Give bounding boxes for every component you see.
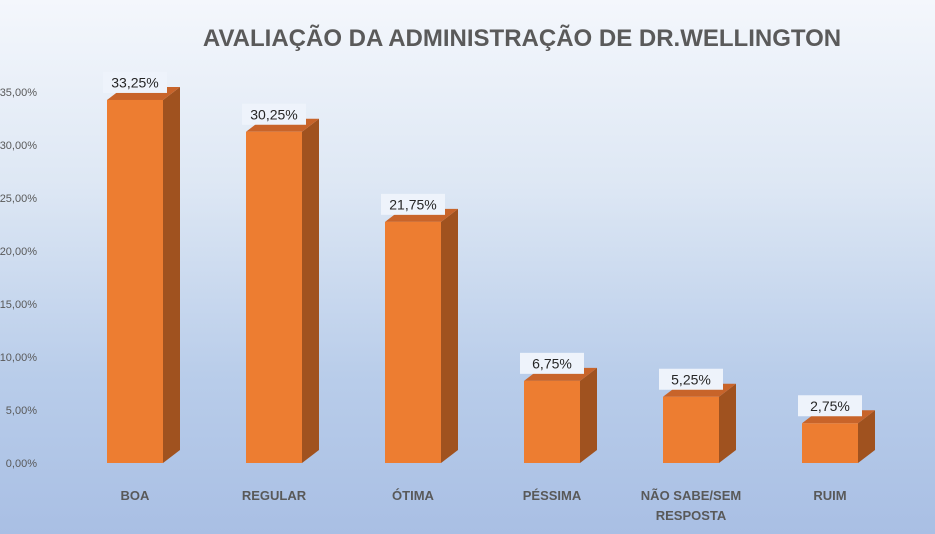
bar-front (802, 423, 858, 463)
data-label-box (381, 193, 445, 215)
data-label: 2,75% (798, 395, 862, 417)
x-tick-label-line: RUIM (813, 488, 846, 503)
bar-front (663, 396, 719, 463)
y-tick-label: 35,00% (0, 87, 37, 99)
data-label-box (242, 103, 306, 125)
bar-front (246, 131, 302, 463)
y-tick-label: 5,00% (6, 405, 37, 417)
data-label: 33,25% (103, 71, 167, 93)
bar: 30,25% (242, 103, 319, 463)
x-tick-label: REGULAR (242, 488, 307, 503)
x-tick-label-line: PÉSSIMA (523, 488, 582, 503)
x-tick-label: RUIM (813, 488, 846, 503)
y-tick-label: 25,00% (0, 193, 37, 205)
data-label-text: 30,25% (250, 106, 297, 122)
x-axis: BOA REGULAR ÓTIMA PÉSSIMA NÃO SABE/SEM RESPOS… (121, 488, 847, 523)
data-label-text: 33,25% (111, 74, 158, 90)
bar: 21,75% (381, 193, 458, 463)
bar: 5,25% (659, 368, 736, 463)
data-label: 21,75% (381, 193, 445, 215)
data-label: 5,25% (659, 368, 723, 390)
data-label: 30,25% (242, 103, 306, 125)
x-tick-label: ÓTIMA (392, 488, 434, 503)
x-tick-label: BOA (121, 488, 151, 503)
x-tick-label-line: RESPOSTA (656, 508, 727, 523)
chart-title: AVALIAÇÃO DA ADMINISTRAÇÃO DE DR.WELLING… (203, 24, 841, 52)
y-tick-label: 30,00% (0, 140, 37, 152)
bar-side (858, 410, 875, 463)
x-tick-label-line: NÃO SABE/SEM (641, 488, 741, 503)
data-label-text: 2,75% (810, 398, 850, 414)
bar-side (580, 367, 597, 463)
data-label-box (659, 368, 723, 390)
x-tick-label-line: BOA (121, 488, 151, 503)
x-tick-label-line: REGULAR (242, 488, 307, 503)
data-label-text: 6,75% (532, 355, 572, 371)
x-tick-label: NÃO SABE/SEM RESPOSTA (641, 488, 741, 523)
bar-front (524, 380, 580, 463)
y-axis: 0,00% 5,00% 10,00% 15,00% 20,00% 25,00% 30,00%… (0, 87, 37, 470)
data-label-box (520, 352, 584, 374)
x-tick-label-line: ÓTIMA (392, 488, 434, 503)
bar-side (302, 118, 319, 463)
data-label: 6,75% (520, 352, 584, 374)
bar-side (441, 208, 458, 463)
y-tick-label: 15,00% (0, 299, 37, 311)
bar-side (163, 86, 180, 463)
y-tick-label: 20,00% (0, 246, 37, 258)
data-label-box (103, 71, 167, 93)
y-tick-label: 10,00% (0, 352, 37, 364)
bar-side (719, 383, 736, 463)
bar: 2,75% (798, 395, 875, 463)
data-label-box (798, 395, 862, 417)
bar-front (107, 99, 163, 463)
data-label-text: 21,75% (389, 196, 436, 212)
bar: 33,25% (103, 71, 180, 463)
bar: 6,75% (520, 352, 597, 463)
y-tick-label: 0,00% (6, 458, 37, 470)
data-label-text: 5,25% (671, 371, 711, 387)
bar-front (385, 221, 441, 463)
bars: 33,25% 30,25% 21,75% 6,75% 5,25% 2,75% (103, 71, 875, 463)
x-tick-label: PÉSSIMA (523, 488, 582, 503)
